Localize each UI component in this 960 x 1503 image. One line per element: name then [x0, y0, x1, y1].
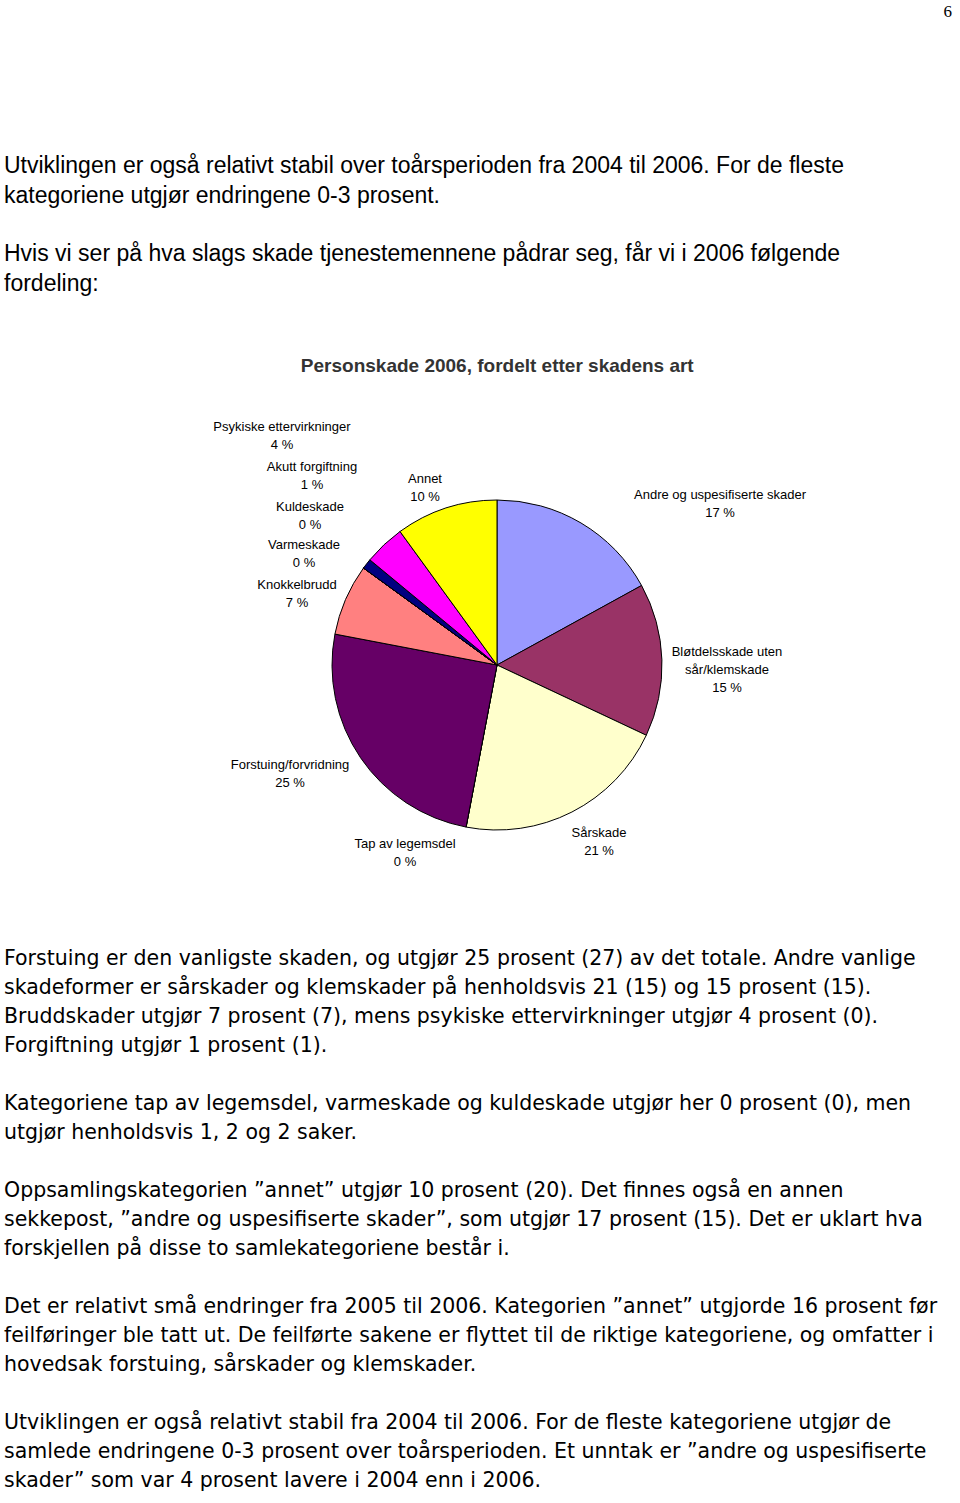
html-text:Knokkelbrudd: Knokkelbrudd — [257, 577, 337, 592]
html-text:6: 6 — [943, 2, 952, 21]
html-text:0 %: 0 % — [298, 517, 322, 532]
html-text:Forstuing/forvridning: Forstuing/forvridning — [230, 757, 350, 772]
html-text:Forstuing er den vanligste ska: Forstuing er den vanligste skaden, og ut… — [4, 946, 916, 1057]
html-text:Varmeskade: Varmeskade — [268, 537, 340, 552]
html-text:Utviklingen er også relativt s: Utviklingen er også relativt stabil over… — [4, 152, 844, 208]
html-text:Kuldeskade: Kuldeskade — [276, 499, 344, 514]
html-text:Akutt forgiftning: Akutt forgiftning — [266, 459, 358, 474]
html-text:15 %: 15 % — [712, 680, 742, 695]
html-text:10 %: 10 % — [410, 489, 440, 504]
html-text:Annet: Annet — [408, 471, 442, 486]
html-text:4 %: 4 % — [270, 437, 294, 452]
html-text:Hvis vi ser på hva slags skade: Hvis vi ser på hva slags skade tjenestem… — [4, 240, 841, 296]
html-text:Det er relativt små endringer: Det er relativt små endringer fra 2005 t… — [4, 1294, 938, 1376]
html-text:0 %: 0 % — [292, 555, 316, 570]
html-text:7 %: 7 % — [285, 595, 309, 610]
html-text:Sårskade: Sårskade — [571, 825, 627, 840]
html-text:Andre og uspesifiserte skader: Andre og uspesifiserte skader — [634, 487, 806, 502]
html-text:Utviklingen er også relativt s: Utviklingen er også relativt stabil fra … — [4, 1410, 927, 1492]
html-text:Oppsamlingskategorien ”annet”: Oppsamlingskategorien ”annet” utgjør 10 … — [4, 1178, 923, 1260]
html-text:Tap av legemsdel: Tap av legemsdel — [354, 836, 456, 851]
svg-text:Personskade 2006, fordelt ette: Personskade 2006, fordelt etter skadens … — [301, 355, 695, 376]
html-text:21 %: 21 % — [584, 843, 614, 858]
html-text:17 %: 17 % — [705, 505, 735, 520]
html-text:1 %: 1 % — [300, 477, 324, 492]
html-text:Kategoriene tap av legemsdel,: Kategoriene tap av legemsdel, varmeskade… — [4, 1091, 912, 1144]
html-text:Bløtdelsskade uten sår/klemska: Bløtdelsskade uten sår/klemskade — [671, 644, 783, 677]
html-text:Psykiske ettervirkninger: Psykiske ettervirkninger — [213, 419, 351, 434]
html-text:0 %: 0 % — [393, 854, 417, 869]
html-text:25 %: 25 % — [275, 775, 305, 790]
